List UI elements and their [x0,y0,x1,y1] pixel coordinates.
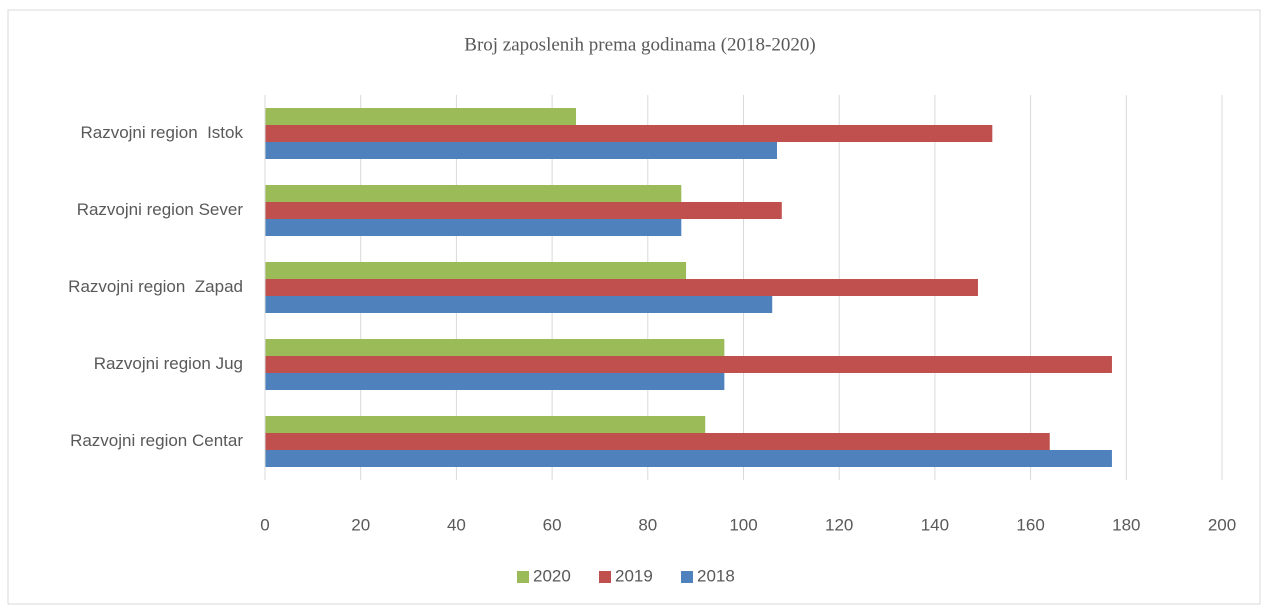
x-tick-label: 160 [1016,515,1044,534]
bar [265,219,682,236]
bar [265,125,993,142]
bar [265,279,978,296]
legend-label: 2018 [697,566,735,585]
legend-label: 2020 [533,566,571,585]
y-tick-label: Razvojni region Centar [70,431,243,450]
bar [265,416,706,433]
x-tick-label: 180 [1112,515,1140,534]
y-tick-label: Razvojni region Zapad [68,277,243,296]
legend-label: 2019 [615,566,653,585]
x-tick-label: 140 [921,515,949,534]
y-tick-label: Razvojni region Sever [77,200,244,219]
x-tick-label: 60 [543,515,562,534]
bar [265,108,577,125]
x-tick-label: 200 [1208,515,1236,534]
bar [265,262,687,279]
bar [265,433,1050,450]
legend-swatch [681,571,693,583]
bar [265,373,725,390]
x-tick-label: 120 [825,515,853,534]
bar [265,356,1112,373]
bar [265,296,773,313]
bar [265,202,782,219]
y-tick-label: Razvojni region Istok [80,123,243,142]
bar [265,339,725,356]
legend-swatch [599,571,611,583]
legend-swatch [517,571,529,583]
x-tick-label: 0 [260,515,269,534]
bar [265,185,682,202]
bar [265,142,777,159]
x-tick-label: 40 [447,515,466,534]
bar [265,450,1112,467]
y-tick-label: Razvojni region Jug [94,354,243,373]
x-tick-label: 100 [729,515,757,534]
x-tick-label: 80 [638,515,657,534]
chart-title: Broj zaposlenih prema godinama (2018-202… [464,34,815,55]
x-tick-label: 20 [351,515,370,534]
